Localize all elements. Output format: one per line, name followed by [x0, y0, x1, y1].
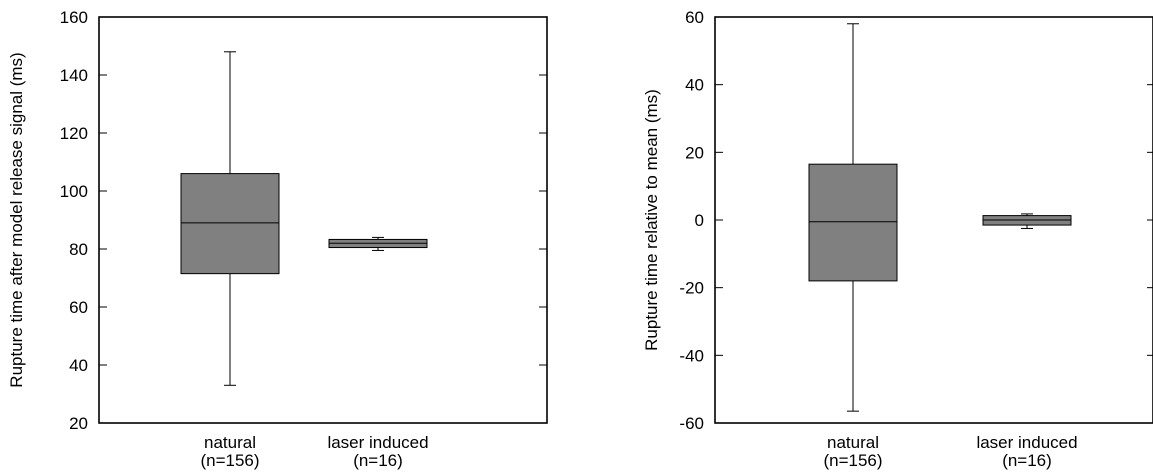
y-tick-label: 20: [685, 143, 704, 162]
category-label: laser induced: [976, 433, 1077, 452]
y-axis-label: Rupture time after model release signal …: [7, 52, 26, 387]
category-sample-size: (n=156): [823, 451, 882, 470]
category-sample-size: (n=16): [353, 451, 403, 470]
y-tick-label: 20: [69, 414, 88, 433]
y-tick-label: 160: [60, 8, 88, 27]
y-tick-label: 40: [685, 76, 704, 95]
y-tick-label: -40: [679, 346, 704, 365]
y-tick-label: 100: [60, 182, 88, 201]
y-tick-label: -60: [679, 414, 704, 433]
category-label: natural: [204, 433, 256, 452]
y-tick-label: 60: [685, 8, 704, 27]
iqr-box: [808, 163, 898, 282]
y-tick-label: 40: [69, 356, 88, 375]
left-box-plot: 20 40 60 80 100 120 140 160 Rupture time after m…: [7, 8, 548, 470]
category-sample-size: (n=16): [1002, 451, 1052, 470]
y-tick-label: 80: [69, 240, 88, 259]
y-tick-label: 60: [69, 298, 88, 317]
plot-frame: [98, 16, 548, 424]
category-label: natural: [827, 433, 879, 452]
y-tick-label: -20: [679, 279, 704, 298]
category-label: laser induced: [327, 433, 428, 452]
right-box-plot: -60 -40 -20 0 20 40 60 Rupture time relative to…: [642, 8, 1153, 470]
y-axis-label: Rupture time relative to mean (ms): [642, 89, 661, 351]
y-tick-label: 0: [695, 211, 704, 230]
category-sample-size: (n=156): [200, 451, 259, 470]
iqr-box: [180, 173, 280, 275]
y-tick-label: 140: [60, 66, 88, 85]
plot-frame: [714, 16, 1153, 424]
y-tick-label: 120: [60, 124, 88, 143]
